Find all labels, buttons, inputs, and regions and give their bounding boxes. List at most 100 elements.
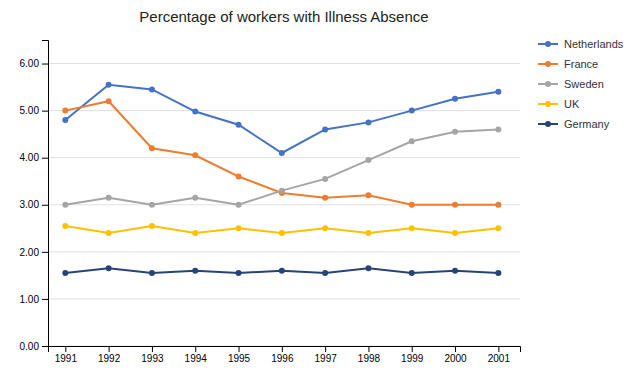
legend-label: Sweden xyxy=(564,78,604,90)
tick-label: 1999 xyxy=(401,353,424,364)
plot: 1991199219931994199519961997199819992000… xyxy=(20,41,521,365)
tick-mark xyxy=(325,346,326,352)
tick-label: 2000 xyxy=(444,353,467,364)
point xyxy=(192,195,198,201)
point xyxy=(106,82,112,88)
tick: 1.00 xyxy=(20,294,48,305)
point xyxy=(452,129,458,135)
grid xyxy=(48,64,520,346)
tick-label: 2001 xyxy=(488,353,511,364)
tick: 1996 xyxy=(271,346,294,364)
legend-label: Netherlands xyxy=(564,38,624,50)
axis-line xyxy=(42,41,49,347)
tick-mark xyxy=(152,346,153,352)
tick: 1995 xyxy=(228,346,251,364)
tick: 0.00 xyxy=(20,341,48,352)
series xyxy=(62,126,501,207)
point xyxy=(452,202,458,208)
point xyxy=(322,126,328,132)
point xyxy=(279,150,285,156)
point xyxy=(409,270,415,276)
tick: 1994 xyxy=(185,346,208,364)
legend-marker xyxy=(545,61,551,67)
tick-mark xyxy=(42,111,48,112)
point xyxy=(62,223,68,229)
point xyxy=(365,119,371,125)
point xyxy=(236,202,242,208)
point xyxy=(279,268,285,274)
tick-mark xyxy=(498,346,499,352)
point xyxy=(236,174,242,180)
point xyxy=(322,225,328,231)
point xyxy=(495,270,501,276)
tick-mark xyxy=(455,346,456,352)
point xyxy=(279,230,285,236)
tick-label: 1995 xyxy=(228,353,251,364)
point xyxy=(365,230,371,236)
tick-label: 6.00 xyxy=(20,58,40,69)
point xyxy=(409,138,415,144)
point xyxy=(106,98,112,104)
point xyxy=(322,270,328,276)
point xyxy=(279,188,285,194)
point xyxy=(192,152,198,158)
point xyxy=(365,157,371,163)
series xyxy=(62,82,501,156)
tick-label: 2.00 xyxy=(20,247,40,258)
point xyxy=(149,145,155,151)
tick: 1991 xyxy=(55,346,78,364)
tick: 1999 xyxy=(401,346,424,364)
point xyxy=(409,225,415,231)
tick-mark xyxy=(42,64,48,65)
legend-item: Sweden xyxy=(538,78,604,90)
tick-label: 5.00 xyxy=(20,105,40,116)
point xyxy=(192,230,198,236)
tick-mark xyxy=(368,346,369,352)
point xyxy=(192,109,198,115)
tick-mark xyxy=(282,346,283,352)
point xyxy=(62,202,68,208)
legend-marker xyxy=(545,81,551,87)
grid-line xyxy=(48,63,520,64)
legend-item: Germany xyxy=(538,118,610,130)
tick: 1992 xyxy=(98,346,121,364)
tick: 4.00 xyxy=(20,152,48,163)
tick-label: 1991 xyxy=(55,353,78,364)
tick-mark xyxy=(42,252,48,253)
series-line xyxy=(65,268,498,273)
y-axis: 0.001.002.003.004.005.006.00 xyxy=(20,41,49,352)
point xyxy=(495,202,501,208)
tick-label: 1992 xyxy=(98,353,121,364)
title: Percentage of workers with Illness Absen… xyxy=(139,8,428,25)
series-line xyxy=(65,85,498,153)
legend-label: UK xyxy=(564,98,580,110)
point xyxy=(495,126,501,132)
point xyxy=(236,122,242,128)
marks xyxy=(62,82,501,276)
point xyxy=(62,108,68,114)
point xyxy=(236,225,242,231)
legend: Netherlands France Sweden UK Germany xyxy=(538,38,624,130)
tick-label: 4.00 xyxy=(20,152,40,163)
point xyxy=(322,195,328,201)
legend-item: France xyxy=(538,58,598,70)
tick-label: 1998 xyxy=(358,353,381,364)
tick-label: 1993 xyxy=(141,353,164,364)
tick-mark xyxy=(65,346,66,352)
tick: 1993 xyxy=(141,346,164,364)
tick-mark xyxy=(42,205,48,206)
legend-marker xyxy=(545,41,551,47)
series-line xyxy=(65,101,498,205)
legend-label: Germany xyxy=(564,118,610,130)
tick: 1998 xyxy=(358,346,381,364)
grid-line xyxy=(48,157,520,158)
tick-label: 1.00 xyxy=(20,294,40,305)
point xyxy=(62,117,68,123)
tick-label: 0.00 xyxy=(20,341,40,352)
tick-mark xyxy=(42,158,48,159)
point xyxy=(452,96,458,102)
legend-marker xyxy=(545,101,551,107)
tick-mark xyxy=(412,346,413,352)
point xyxy=(149,86,155,92)
tick: 2000 xyxy=(444,346,467,364)
